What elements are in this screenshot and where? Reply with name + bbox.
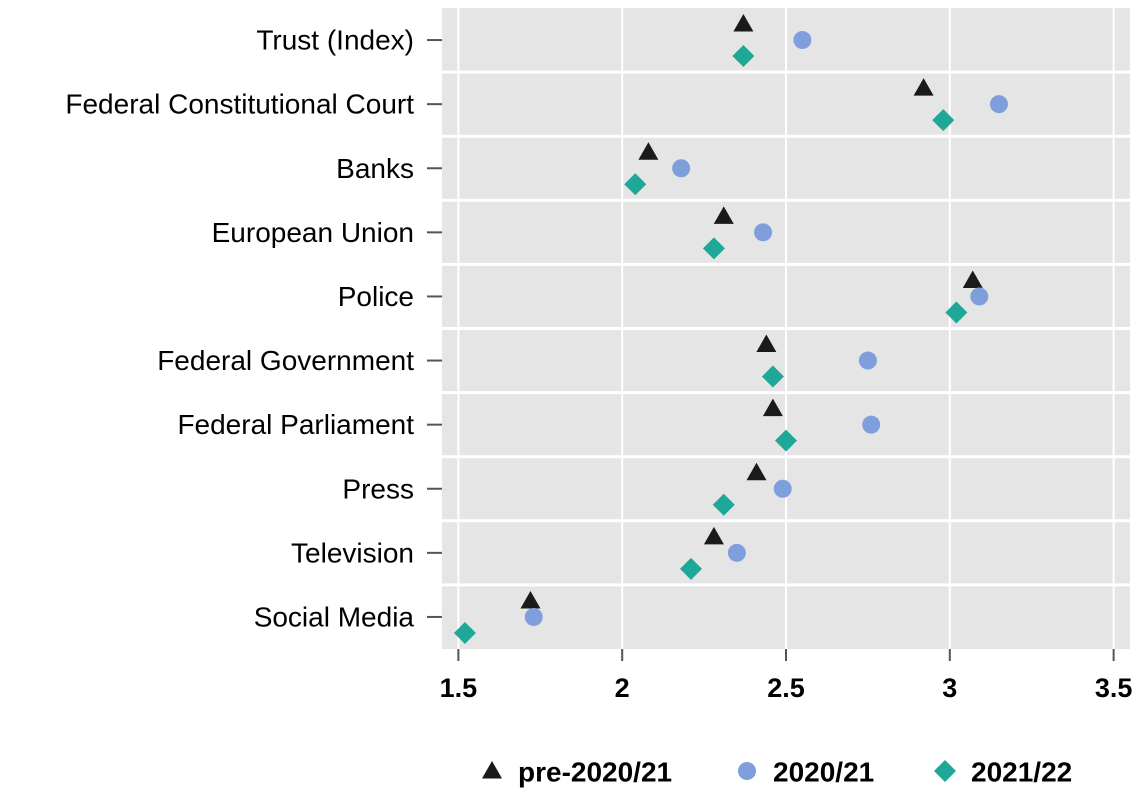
data-point-circle: [524, 607, 543, 626]
y-tick-label: Police: [338, 281, 414, 312]
data-point-diamond: [453, 621, 476, 644]
data-point-triangle: [913, 78, 934, 96]
data-point-diamond: [732, 45, 755, 68]
legend-label: 2020/21: [773, 757, 874, 788]
data-point-triangle: [762, 398, 783, 417]
legend-marker-circle: [738, 762, 756, 780]
y-tick-label: Banks: [336, 153, 414, 184]
legend-marker-triangle: [482, 761, 502, 779]
data-point-diamond: [679, 557, 702, 580]
data-point-diamond: [775, 429, 797, 452]
y-tick-label: Social Media: [254, 601, 415, 632]
data-point-circle: [793, 31, 812, 50]
y-tick-label: Federal Constitutional Court: [65, 89, 414, 120]
data-point-diamond: [702, 237, 725, 260]
data-point-triangle: [638, 142, 659, 160]
legend-label: pre-2020/21: [518, 757, 672, 788]
y-tick-label: Federal Parliament: [177, 409, 414, 440]
x-tick-label: 2: [615, 673, 630, 703]
data-point-circle: [970, 287, 989, 306]
grid-lines: [442, 8, 1130, 649]
data-point-diamond: [761, 365, 784, 388]
data-point-circle: [773, 479, 792, 498]
data-point-diamond: [945, 301, 968, 324]
x-tick-label: 3: [942, 673, 957, 703]
data-point-triangle: [756, 334, 777, 353]
data-point-triangle: [733, 14, 754, 32]
data-point-triangle: [713, 206, 734, 224]
legend-marker-diamond: [934, 760, 956, 782]
data-points: [453, 14, 1008, 644]
data-point-circle: [754, 223, 773, 242]
y-tick-label: Press: [342, 473, 414, 504]
y-tick-label: Federal Government: [157, 345, 414, 376]
legend-label: 2021/22: [971, 757, 1072, 788]
data-point-triangle: [746, 462, 767, 481]
data-point-circle: [858, 351, 877, 370]
y-axis: Trust (Index) Federal Constitutional Cour…: [65, 25, 442, 632]
legend: pre-2020/21 2020/21 2021/22: [482, 757, 1072, 788]
y-tick-label: Trust (Index): [256, 25, 414, 56]
data-point-circle: [989, 95, 1008, 114]
x-tick-label: 1.5: [440, 673, 478, 703]
data-point-diamond: [624, 173, 647, 196]
data-point-circle: [727, 543, 746, 562]
data-point-triangle: [962, 270, 983, 288]
data-point-diamond: [932, 109, 955, 132]
x-tick-label: 2.5: [767, 673, 805, 703]
y-tick-label: Television: [291, 537, 414, 568]
y-tick-label: European Union: [212, 217, 414, 248]
data-point-triangle: [703, 526, 724, 545]
data-point-diamond: [712, 493, 735, 516]
data-point-circle: [672, 159, 691, 178]
x-tick-label: 3.5: [1095, 673, 1133, 703]
data-point-circle: [862, 415, 881, 434]
data-point-triangle: [520, 590, 541, 609]
x-axis: 1.5 2 2.5 3 3.5: [440, 649, 1133, 703]
